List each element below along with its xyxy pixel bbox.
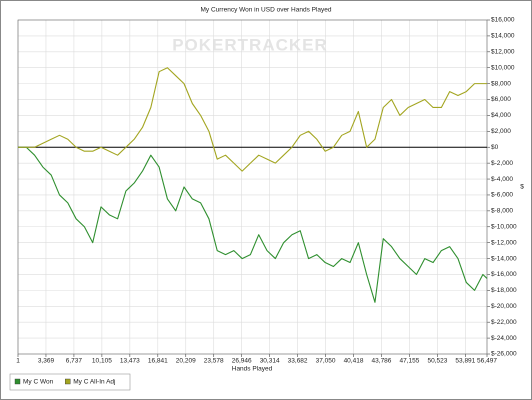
series-line	[18, 67, 487, 172]
y-tick-label: $-16,000	[491, 271, 517, 278]
y-tick-label: $-10,000	[491, 223, 517, 230]
x-tick-label: 40,418	[344, 358, 364, 365]
chart-title: My Currency Won in USD over Hands Played	[200, 7, 331, 14]
x-tick-label: 47,155	[400, 358, 420, 365]
legend-label: My C Won	[23, 379, 54, 386]
x-tick-label: 20,209	[176, 358, 196, 365]
y-axis-label: $	[520, 184, 524, 191]
y-tick-label: $4,000	[491, 112, 511, 119]
y-tick-label: $-8,000	[491, 208, 513, 215]
x-axis-label: Hands Played	[232, 366, 273, 373]
y-tick-label: $-24,000	[491, 335, 517, 342]
legend-swatch	[14, 378, 21, 385]
y-tick-label: $0	[491, 144, 499, 151]
y-tick-label: $2,000	[491, 128, 511, 135]
y-tick-label: $-26,000	[491, 351, 517, 358]
x-tick-label: 37,050	[316, 358, 336, 365]
y-tick-label: $14,000	[491, 33, 515, 40]
y-tick-label: $12,000	[491, 49, 515, 56]
x-tick-label: 26,946	[232, 358, 252, 365]
legend-label: My C All-In Adj	[73, 379, 115, 386]
x-tick-label: 16,841	[148, 358, 168, 365]
legend-swatch	[65, 378, 71, 385]
x-tick-label: 43,786	[372, 358, 392, 365]
x-tick-label: 1	[16, 358, 20, 365]
x-tick-label: 23,578	[204, 358, 224, 365]
x-tick-label: 10,105	[92, 358, 112, 365]
watermark: POKERTRACKER	[172, 35, 328, 54]
y-tick-label: $-6,000	[491, 192, 513, 199]
y-tick-label: $10,000	[491, 64, 515, 71]
y-tick-label: $-12,000	[491, 239, 517, 246]
y-tick-label: $8,000	[491, 80, 511, 87]
y-tick-label: $-22,000	[491, 319, 517, 326]
y-tick-label: $-18,000	[491, 287, 517, 294]
x-tick-label: 13,473	[120, 358, 140, 365]
x-tick-label: 53,891	[455, 358, 475, 365]
y-tick-label: $16,000	[491, 17, 515, 24]
series-line	[18, 146, 488, 303]
x-tick-label: 3,369	[38, 358, 55, 365]
y-tick-label: $-4,000	[491, 176, 513, 183]
x-tick-label: 50,523	[427, 358, 447, 365]
y-tick-label: $-14,000	[491, 255, 517, 262]
y-tick-label: $-2,000	[491, 160, 513, 167]
y-tick-label: $-20,000	[491, 303, 517, 310]
x-tick-label: 56,497	[477, 358, 497, 365]
x-tick-label: 30,314	[260, 358, 280, 365]
x-tick-label: 6,737	[66, 358, 83, 365]
plot-border	[17, 19, 488, 355]
x-tick-label: 33,682	[288, 358, 308, 365]
y-tick-label: $6,000	[491, 96, 511, 103]
